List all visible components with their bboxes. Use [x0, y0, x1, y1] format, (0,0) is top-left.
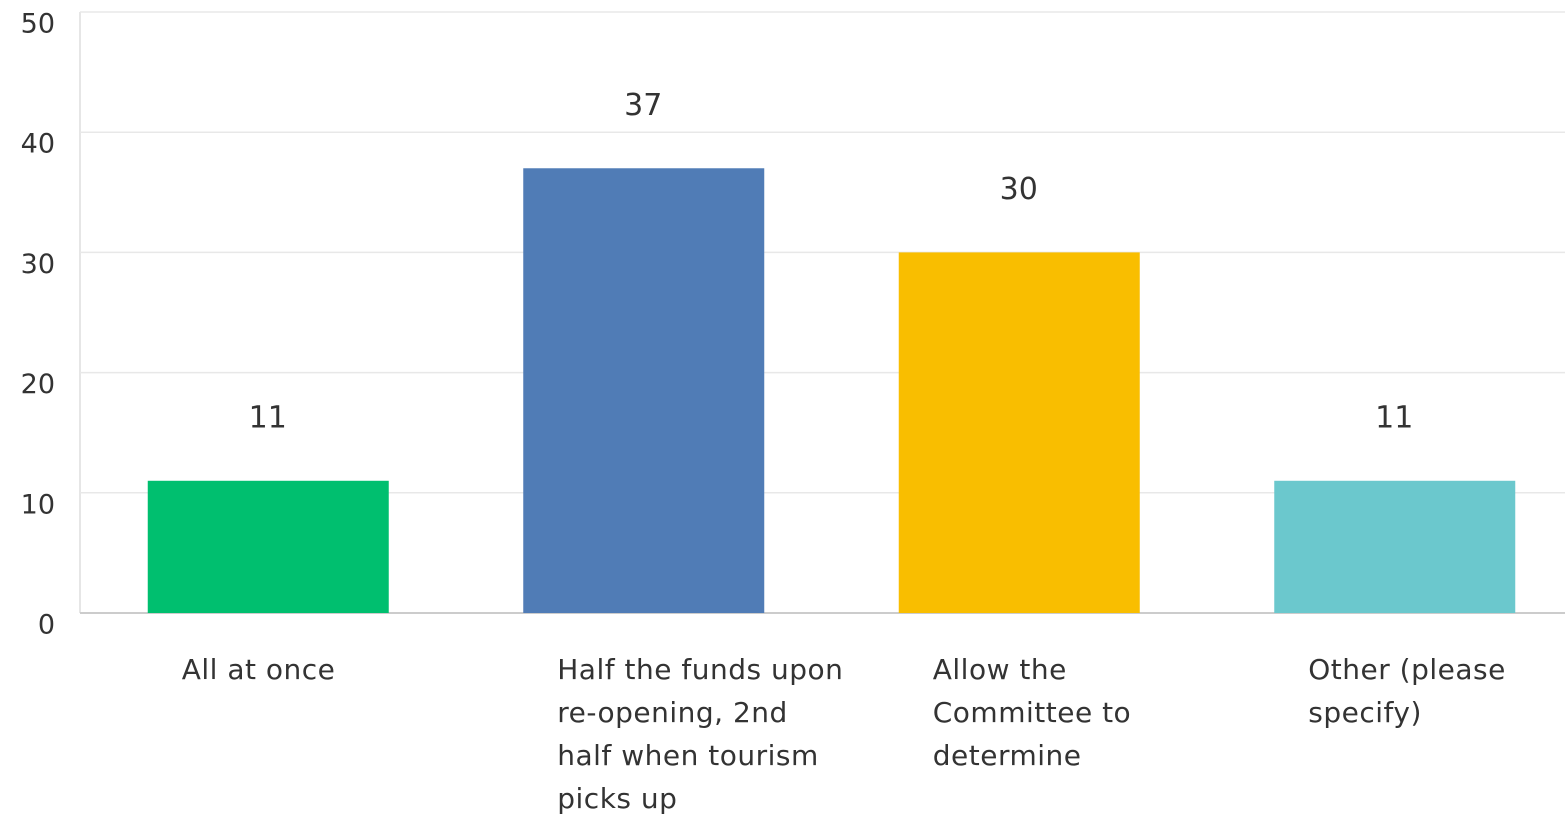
x-tick-label-box: Half the funds upon re-opening, 2nd half…: [557, 653, 844, 814]
value-label: 37: [624, 88, 662, 123]
x-tick-label: Other (please specify): [1308, 653, 1506, 729]
value-label: 30: [1000, 172, 1038, 207]
x-tick-label: Half the funds upon re-opening, 2nd half…: [557, 653, 844, 814]
x-tick-label: All at once: [181, 653, 336, 686]
y-tick-label: 20: [21, 369, 55, 400]
y-tick-label: 0: [38, 610, 55, 641]
y-tick-label: 50: [21, 9, 55, 40]
x-tick-label-box: Other (please specify): [1308, 653, 1506, 729]
value-label: 11: [1375, 400, 1413, 435]
y-tick-label: 30: [21, 249, 55, 280]
y-tick-label: 10: [21, 489, 55, 520]
y-tick-label: 40: [21, 129, 55, 160]
bar: [147, 480, 389, 613]
bar: [1274, 480, 1516, 613]
value-label: 11: [249, 400, 287, 435]
x-tick-label-box: Allow the Committee to determine: [932, 653, 1132, 772]
x-tick-label: Allow the Committee to determine: [932, 653, 1132, 772]
x-tick-label-box: All at once: [181, 653, 336, 686]
bar: [523, 168, 765, 613]
bar: [898, 252, 1140, 613]
